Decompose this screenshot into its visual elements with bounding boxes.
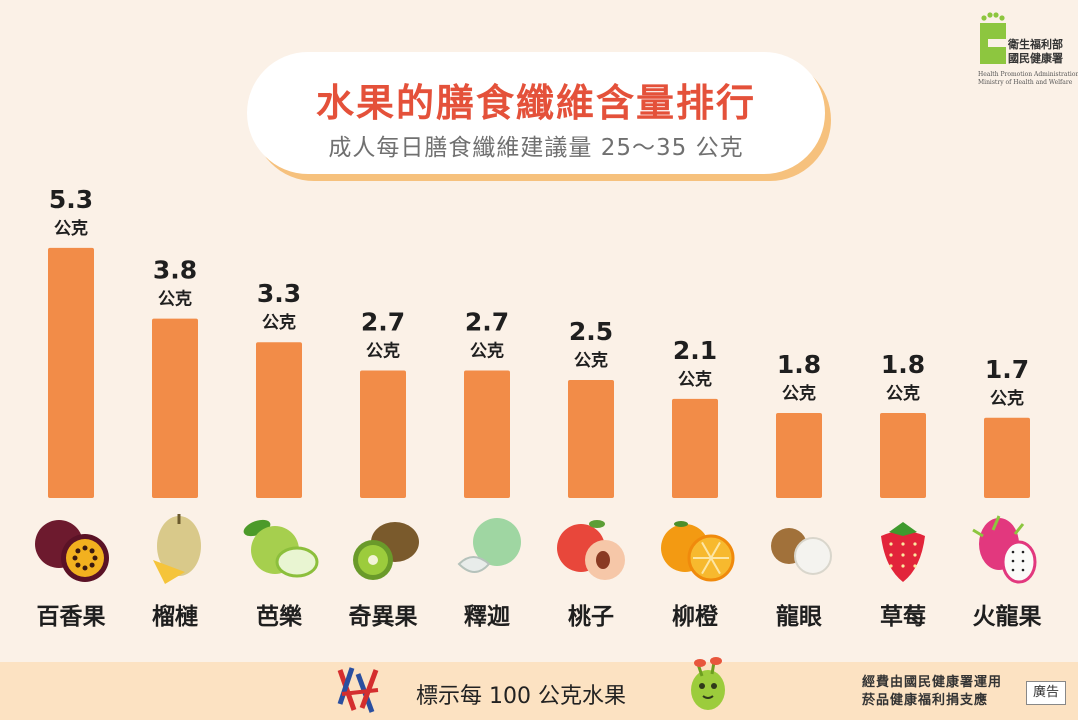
chart-title: 水果的膳食纖維含量排行 [315, 81, 756, 125]
per-100g-note: 標示每 100 公克水果 [416, 684, 626, 709]
campaign-logo-icon [337, 667, 379, 713]
category-label: 芭樂 [256, 603, 303, 630]
bar-1 [152, 318, 198, 498]
unit-label: 公克 [886, 383, 920, 404]
guava-icon [243, 519, 319, 578]
title-card: 水果的膳食纖維含量排行 成人每日膳食纖維建議量 25～35 公克 [247, 52, 825, 174]
unit-label: 公克 [678, 369, 712, 390]
hand-logo-icon [980, 12, 1006, 64]
unit-label: 公克 [158, 289, 192, 310]
orange-icon [661, 521, 735, 582]
category-label: 柳橙 [672, 603, 719, 630]
bar-7 [776, 413, 822, 498]
value-label: 2.5 [569, 317, 613, 346]
logo-en-line1: Health Promotion Administration, [978, 71, 1078, 78]
unit-label: 公克 [990, 388, 1024, 409]
logo-en-line2: Ministry of Health and Welfare [978, 79, 1073, 86]
unit-label: 公克 [366, 341, 400, 362]
bar-9 [984, 417, 1030, 498]
bar-6 [672, 398, 718, 498]
logo-text: 衛生福利部 國民健康署 [1008, 38, 1063, 66]
sponsor-note: 經費由國民健康署運用 菸品健康福利捐支應 [862, 674, 1002, 710]
category-label: 龍眼 [776, 603, 822, 630]
unit-label: 公克 [782, 383, 816, 404]
value-label: 2.1 [673, 336, 717, 365]
logo-english: Health Promotion Administration, Ministr… [978, 71, 1078, 87]
footer-bar: 標示每 100 公克水果 經費由國民健康署運用 菸品健康福利捐支應 廣告 [0, 657, 1078, 720]
unit-label: 公克 [262, 312, 296, 333]
sugar-apple-icon [457, 518, 521, 573]
bar-8 [880, 413, 926, 498]
strawberry-icon [881, 522, 925, 582]
longan-icon [771, 528, 832, 575]
category-label: 火龍果 [973, 603, 1042, 630]
hpa-logo: 衛生福利部 國民健康署 Health Promotion Administrat… [974, 12, 1078, 92]
dragon-fruit-icon [972, 515, 1037, 584]
unit-label: 公克 [574, 350, 608, 371]
chart-subtitle: 成人每日膳食纖維建議量 25～35 公克 [328, 135, 744, 161]
value-label: 1.8 [777, 350, 821, 379]
value-label: 2.7 [465, 308, 509, 337]
category-label: 草莓 [880, 604, 926, 630]
durian-icon [153, 514, 201, 584]
bar-2 [256, 342, 302, 498]
passion-fruit-icon [35, 520, 109, 582]
category-label: 榴槤 [152, 604, 198, 630]
category-label: 桃子 [568, 604, 614, 630]
value-label: 2.7 [361, 308, 405, 337]
kiwi-icon [353, 522, 419, 580]
bar-5 [568, 380, 614, 498]
logo-line2: 國民健康署 [1008, 52, 1063, 65]
value-label: 5.3 [49, 185, 93, 214]
bar-4 [464, 370, 510, 498]
value-label: 1.7 [985, 355, 1029, 384]
bar-3 [360, 370, 406, 498]
category-label: 奇異果 [349, 603, 418, 630]
value-label: 1.8 [881, 350, 925, 379]
category-label: 百香果 [37, 604, 106, 630]
sponsor-line1: 經費由國民健康署運用 [862, 675, 1003, 690]
logo-line1: 衛生福利部 [1008, 38, 1063, 51]
unit-label: 公克 [470, 341, 504, 362]
mascot-icon [691, 657, 725, 710]
value-label: 3.8 [153, 256, 197, 285]
bar-0 [48, 247, 94, 498]
category-label: 釋迦 [464, 603, 510, 630]
sponsor-line2: 菸品健康福利捐支應 [862, 693, 989, 708]
value-label: 3.3 [257, 279, 301, 308]
unit-label: 公克 [54, 218, 88, 239]
ad-badge: 廣告 [1026, 681, 1066, 705]
peach-icon [557, 520, 625, 580]
